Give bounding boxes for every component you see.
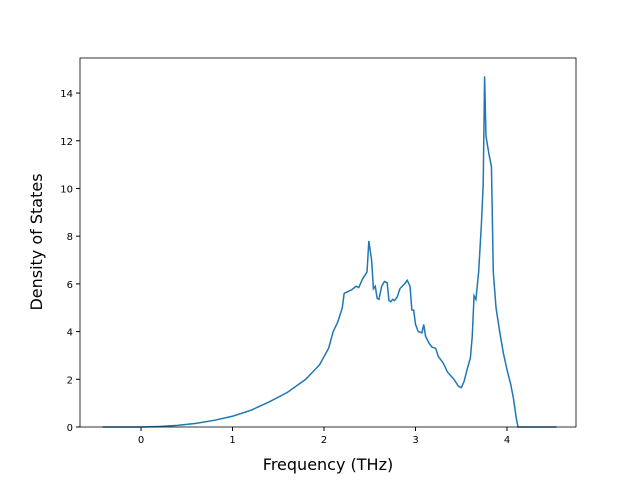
line [102, 76, 557, 428]
y-tick-label: 4 [67, 328, 73, 339]
x-tick-label: 3 [412, 435, 418, 446]
y-tick-label: 0 [67, 423, 73, 434]
y-axis-label: Density of States [27, 173, 46, 310]
y-tick-label: 14 [60, 89, 73, 100]
y-tick-label: 8 [67, 232, 73, 243]
y-tick-label: 10 [60, 184, 73, 195]
plot-frame [79, 57, 577, 428]
x-axis-label: Frequency (THz) [263, 455, 393, 474]
y-tick-label: 6 [67, 280, 73, 291]
x-tick-label: 1 [229, 435, 235, 446]
y-tick-label: 2 [67, 375, 73, 386]
y-tick-label: 12 [60, 137, 73, 148]
x-tick-label: 0 [138, 435, 144, 446]
x-tick-label: 2 [321, 435, 327, 446]
x-tick-label: 4 [504, 435, 510, 446]
